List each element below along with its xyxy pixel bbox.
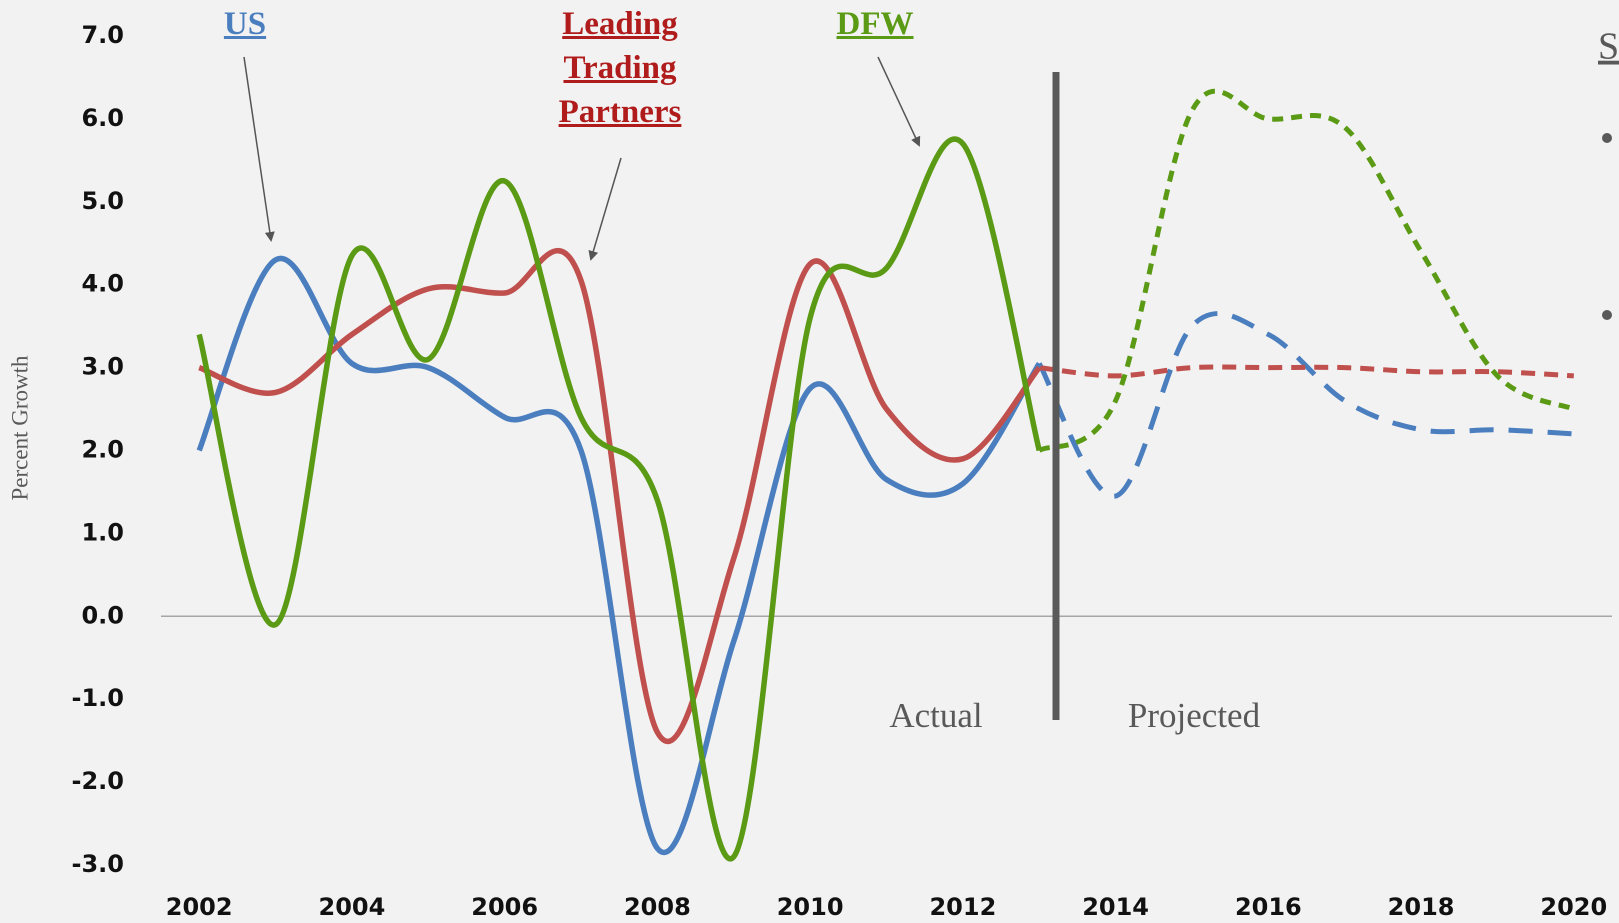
bullet xyxy=(1602,310,1612,320)
bullet xyxy=(1602,133,1612,143)
side-heading: S xyxy=(1598,26,1619,68)
arrow xyxy=(877,56,921,147)
x-tick-label: 2018 xyxy=(1388,893,1455,921)
y-tick-label: -2.0 xyxy=(72,767,124,795)
x-tick-label: 2010 xyxy=(777,893,844,921)
x-tick-label: 2006 xyxy=(471,893,538,921)
x-tick-label: 2020 xyxy=(1540,893,1607,921)
series-label: US xyxy=(223,6,267,42)
y-tick-label: 0.0 xyxy=(81,601,124,629)
y-tick-label: -3.0 xyxy=(72,850,124,878)
projected-line xyxy=(1037,311,1574,499)
arrow xyxy=(243,56,275,242)
y-axis-label: Percent Growth xyxy=(7,355,32,500)
actual-line xyxy=(198,248,1042,745)
annotation: Projected xyxy=(1128,696,1261,735)
y-tick-label: 1.0 xyxy=(81,518,124,546)
y-tick-label: 4.0 xyxy=(81,270,124,298)
y-tick-label: 2.0 xyxy=(81,436,124,464)
series-label: DFW xyxy=(836,6,914,42)
x-tick-label: 2016 xyxy=(1235,893,1302,921)
y-tick-label: -1.0 xyxy=(72,684,124,712)
x-tick-label: 2002 xyxy=(166,893,233,921)
annotation: Actual xyxy=(889,696,983,735)
y-tick-label: 6.0 xyxy=(81,104,124,132)
plot: 7.0 6.0 5.0 4.0 3.0 2.0 1.0 0.0 -1.0 -2.0 -3.0 2002… xyxy=(72,21,1612,921)
arrow xyxy=(588,157,622,261)
actual-line xyxy=(196,255,1042,855)
x-tick-label: 2008 xyxy=(624,893,691,921)
y-tick-label: 3.0 xyxy=(81,353,124,381)
projected-line xyxy=(1037,88,1575,453)
y-tick-label: 7.0 xyxy=(81,21,124,49)
actual-line xyxy=(196,136,1042,862)
y-tick-label: 5.0 xyxy=(81,187,124,215)
x-tick-label: 2012 xyxy=(929,893,996,921)
series-label: Leading Trading Partners xyxy=(558,6,682,130)
x-tick-label: 2004 xyxy=(319,893,386,921)
x-tick-label: 2014 xyxy=(1082,893,1149,921)
